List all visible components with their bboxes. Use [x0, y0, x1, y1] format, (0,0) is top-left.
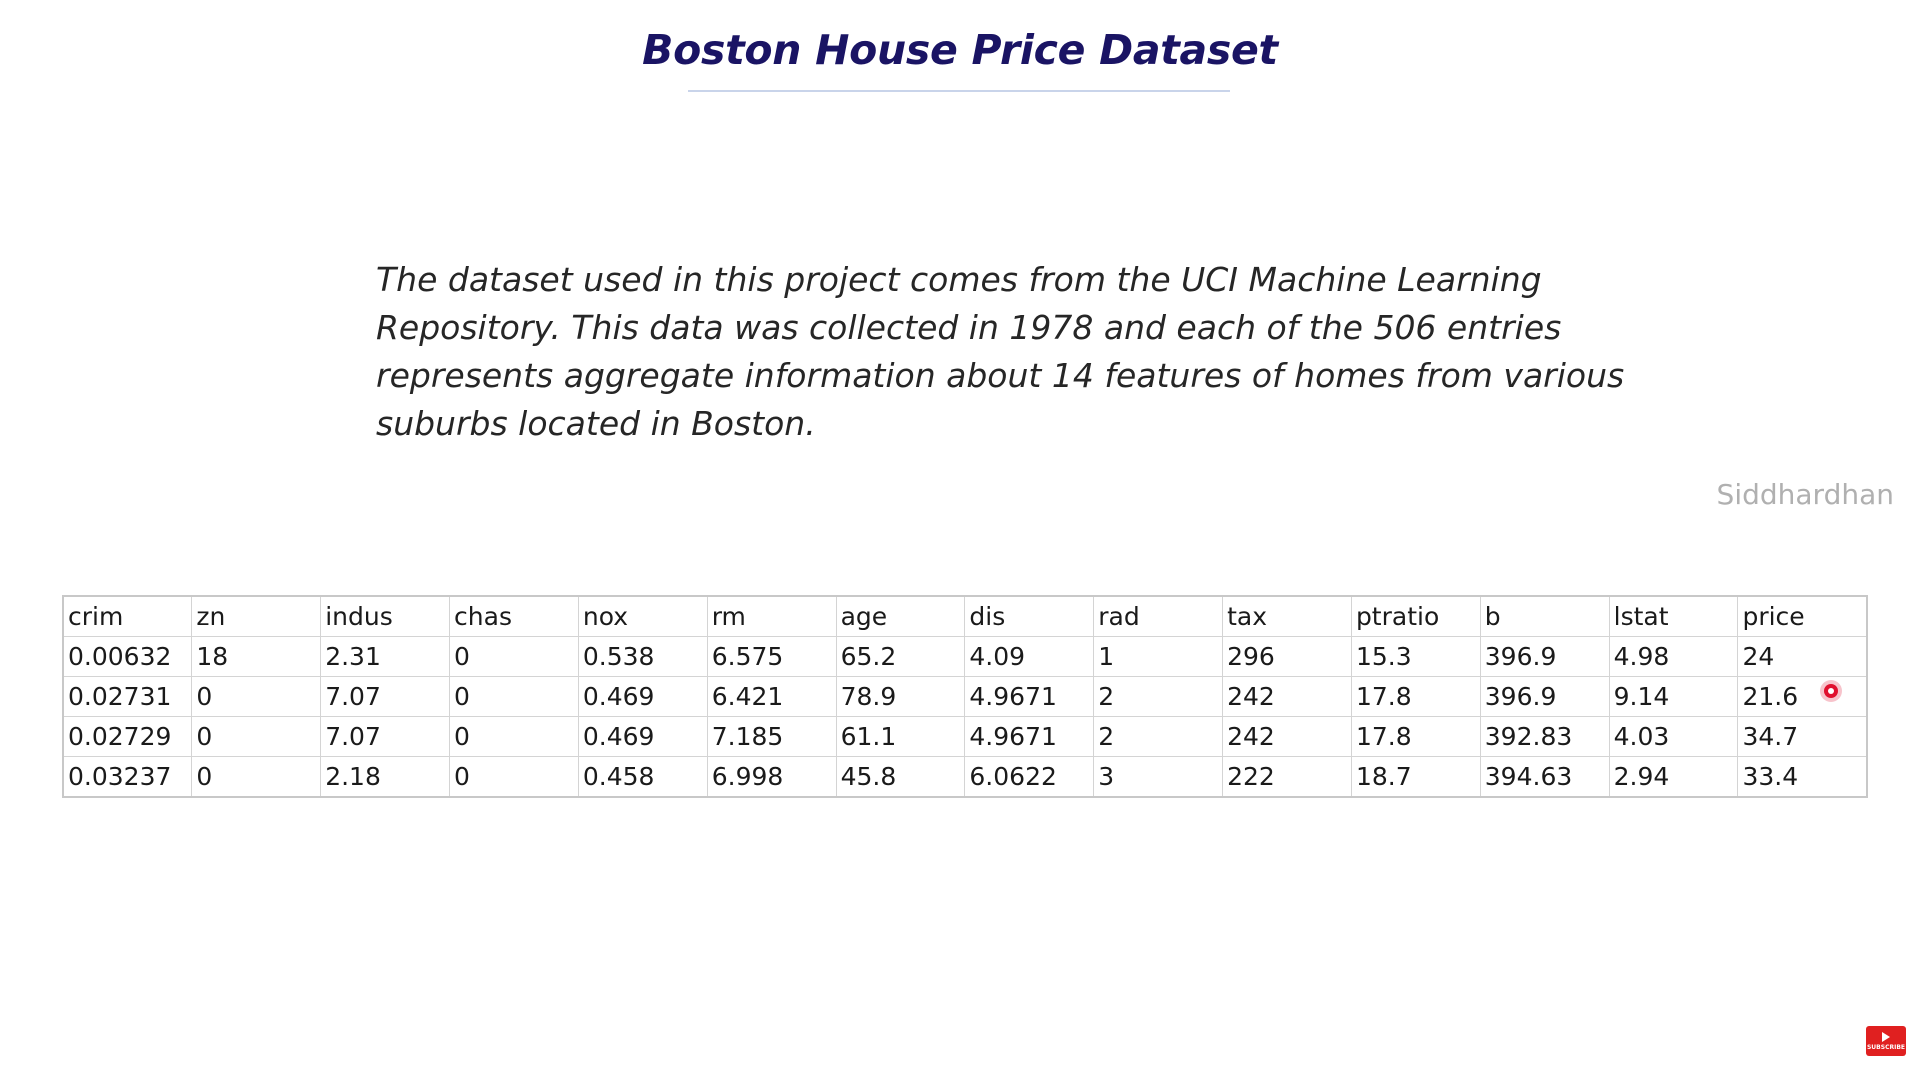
column-header: zn [191, 595, 322, 637]
table-cell: 18 [191, 636, 322, 677]
table-cell: 4.9671 [964, 716, 1095, 757]
table-cell: 4.98 [1608, 636, 1739, 677]
table-cell: 392.83 [1479, 716, 1610, 757]
table-cell: 24 [1737, 636, 1868, 677]
table-cell: 17.8 [1350, 716, 1481, 757]
table-row: 0.02729 0 7.07 0 0.469 7.185 61.1 4.9671… [62, 716, 1868, 757]
column-header: nox [577, 595, 708, 637]
table-cell: 6.421 [706, 676, 837, 717]
table-cell: 34.7 [1737, 716, 1868, 757]
table-cell: 9.14 [1608, 676, 1739, 717]
table-cell: 6.575 [706, 636, 837, 677]
table-cell: 6.0622 [964, 756, 1095, 798]
author-watermark: Siddhardhan [1716, 478, 1894, 511]
column-header: b [1479, 595, 1610, 637]
table-cell: 15.3 [1350, 636, 1481, 677]
table-cell: 7.07 [320, 676, 451, 717]
column-header: lstat [1608, 595, 1739, 637]
table-cell: 3 [1093, 756, 1224, 798]
table-cell: 0 [449, 676, 579, 717]
table-header-row: crim zn indus chas nox rm age dis rad ta… [62, 595, 1868, 637]
column-header: price [1737, 595, 1868, 637]
table-cell: 0.00632 [62, 636, 193, 677]
table-cell: 0.458 [577, 756, 708, 798]
table-cell: 61.1 [835, 716, 966, 757]
table-cell: 2 [1093, 716, 1224, 757]
table-row: 0.00632 18 2.31 0 0.538 6.575 65.2 4.09 … [62, 636, 1868, 677]
table-cell: 4.9671 [964, 676, 1095, 717]
table-cell: 0.02731 [62, 676, 193, 717]
table-cell: 222 [1222, 756, 1352, 798]
column-header: crim [62, 595, 193, 637]
table-cell: 78.9 [835, 676, 966, 717]
table-cell: 6.998 [706, 756, 837, 798]
column-header: chas [449, 595, 579, 637]
table-cell: 33.4 [1737, 756, 1868, 798]
column-header: indus [320, 595, 451, 637]
table-cell: 2 [1093, 676, 1224, 717]
table-cell: 45.8 [835, 756, 966, 798]
table-cell: 0.538 [577, 636, 708, 677]
table-row: 0.03237 0 2.18 0 0.458 6.998 45.8 6.0622… [62, 756, 1868, 798]
table-cell: 396.9 [1479, 676, 1610, 717]
table-cell: 17.8 [1350, 676, 1481, 717]
table-cell: 7.185 [706, 716, 837, 757]
slide-title: Boston House Price Dataset [642, 26, 1278, 74]
table-cell: 242 [1222, 716, 1352, 757]
table-cell: 7.07 [320, 716, 451, 757]
table-cell: 0.469 [577, 716, 708, 757]
table-cell: 2.18 [320, 756, 451, 798]
table-cell: 296 [1222, 636, 1352, 677]
table-cell: 0 [449, 636, 579, 677]
subscribe-label: SUBSCRIBE [1866, 1043, 1905, 1051]
table-cell: 2.31 [320, 636, 451, 677]
table-cell: 0.02729 [62, 716, 193, 757]
table-cell: 0.469 [577, 676, 708, 717]
column-header: dis [964, 595, 1095, 637]
table-cell: 394.63 [1479, 756, 1610, 798]
table-cell: 396.9 [1479, 636, 1610, 677]
table-cell: 21.6 [1737, 676, 1868, 717]
play-icon [1882, 1031, 1890, 1042]
table-row: 0.02731 0 7.07 0 0.469 6.421 78.9 4.9671… [62, 676, 1868, 717]
column-header: tax [1222, 595, 1352, 637]
table-cell: 4.09 [964, 636, 1095, 677]
table-cell: 65.2 [835, 636, 966, 677]
data-table: crim zn indus chas nox rm age dis rad ta… [62, 595, 1868, 798]
subscribe-button[interactable]: SUBSCRIBE [1866, 1026, 1906, 1056]
table-cell: 1 [1093, 636, 1224, 677]
column-header: rm [706, 595, 837, 637]
table-cell: 0 [191, 756, 322, 798]
column-header: age [835, 595, 966, 637]
table-cell: 2.94 [1608, 756, 1739, 798]
table-cell: 0.03237 [62, 756, 193, 798]
slide-description: The dataset used in this project comes f… [376, 260, 1625, 443]
table-cell: 0 [449, 756, 579, 798]
table-cell: 4.03 [1608, 716, 1739, 757]
table-cell: 242 [1222, 676, 1352, 717]
table-cell: 0 [191, 716, 322, 757]
column-header: ptratio [1350, 595, 1481, 637]
column-header: rad [1093, 595, 1224, 637]
pointer-cursor-icon [1824, 684, 1838, 698]
table-cell: 0 [191, 676, 322, 717]
table-cell: 0 [449, 716, 579, 757]
title-underline [688, 90, 1230, 92]
table-cell: 18.7 [1350, 756, 1481, 798]
